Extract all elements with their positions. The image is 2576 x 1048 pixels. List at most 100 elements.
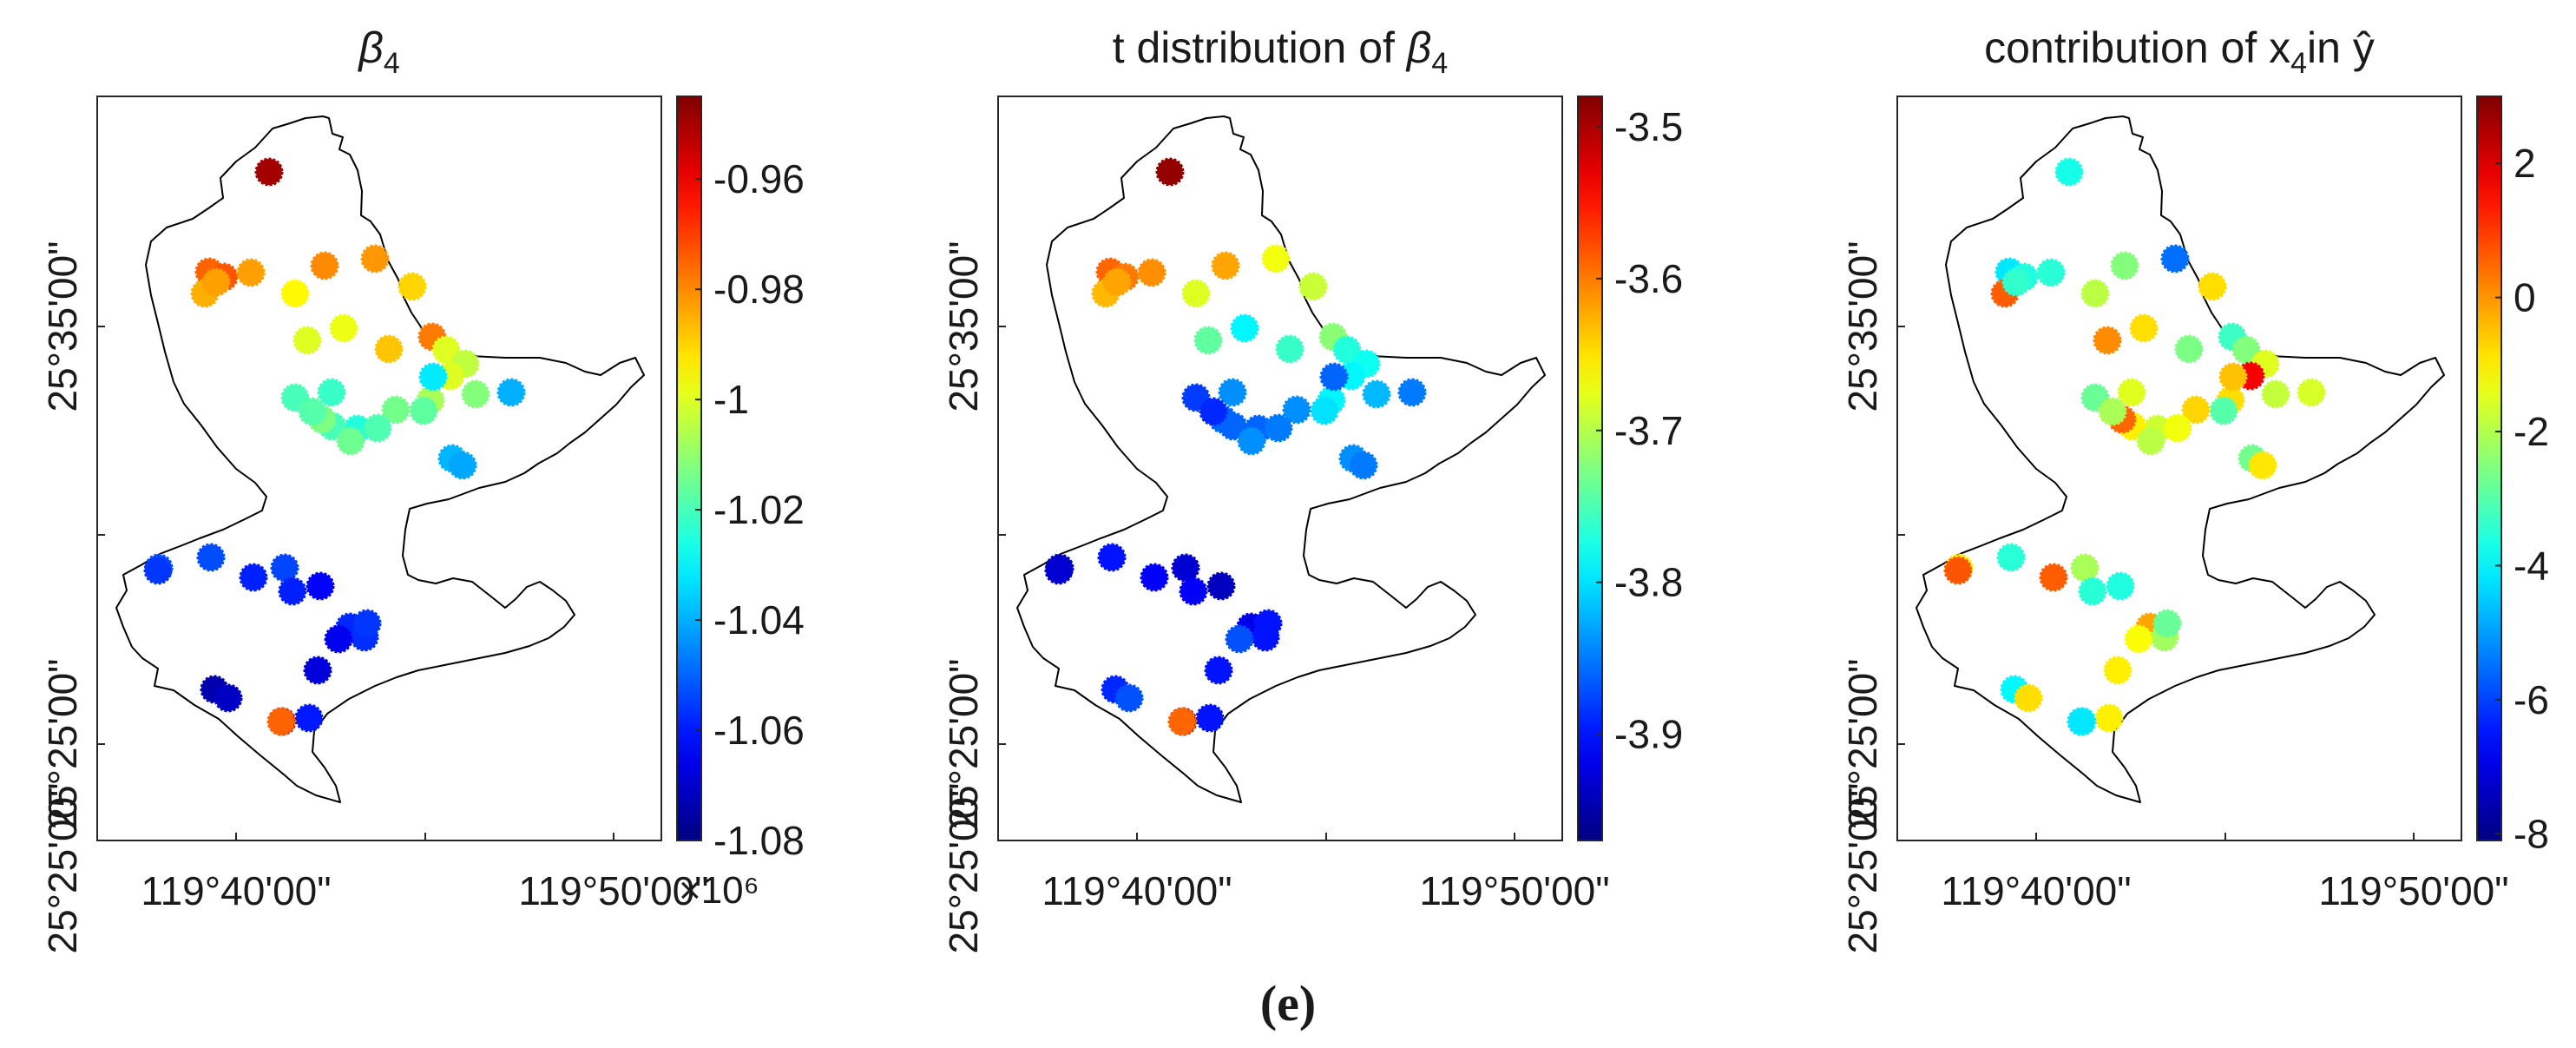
station-point bbox=[306, 571, 335, 601]
station-point bbox=[236, 258, 266, 287]
station-point bbox=[2198, 272, 2227, 301]
station-point bbox=[2261, 379, 2290, 409]
station-point bbox=[1230, 313, 1259, 343]
station-point bbox=[143, 556, 173, 585]
station-point bbox=[448, 451, 477, 480]
station-point bbox=[2106, 571, 2135, 601]
station-point bbox=[363, 413, 392, 443]
colorbar-tick-label: -3.6 bbox=[1614, 256, 1683, 301]
station-point bbox=[1181, 279, 1211, 308]
colorbar-tick-label: 0 bbox=[2514, 275, 2536, 320]
station-point bbox=[1137, 258, 1166, 287]
station-point bbox=[2174, 334, 2204, 364]
station-point bbox=[303, 656, 332, 685]
station-point bbox=[1310, 396, 1339, 425]
station-point bbox=[2054, 157, 2084, 187]
station-point bbox=[2080, 279, 2110, 308]
colorbar-tick-label: -3.7 bbox=[1614, 408, 1683, 453]
map-panel-2: t distribution of β4 119°40'00" 119°50'00"… bbox=[941, 23, 1683, 954]
station-point bbox=[2078, 577, 2107, 606]
station-point bbox=[1179, 577, 1208, 606]
station-point bbox=[1362, 379, 1391, 409]
station-point bbox=[1225, 624, 1254, 654]
station-point bbox=[1155, 157, 1185, 187]
station-point bbox=[2218, 362, 2248, 392]
station-point bbox=[2152, 609, 2182, 638]
station-point bbox=[2124, 624, 2153, 654]
y-tick-label: 25°25'00" bbox=[941, 658, 986, 829]
station-point bbox=[2117, 378, 2146, 407]
station-point bbox=[496, 378, 526, 407]
x-tick-label: 119°50'00" bbox=[1419, 868, 1609, 913]
station-point bbox=[1261, 244, 1291, 274]
station-point bbox=[317, 378, 346, 407]
colorbar-tick-label: -3.9 bbox=[1614, 712, 1683, 757]
station-point bbox=[294, 703, 324, 733]
colorbar bbox=[676, 96, 702, 841]
station-point bbox=[2036, 258, 2066, 287]
station-point bbox=[254, 157, 284, 187]
station-point bbox=[292, 326, 322, 355]
station-point bbox=[360, 244, 390, 274]
colorbar-tick-label: -1.08 bbox=[713, 818, 805, 863]
station-points bbox=[143, 157, 526, 736]
y-tick-label: 25°25'00" bbox=[1840, 782, 1885, 953]
colorbar-tick-label: -1.04 bbox=[713, 597, 805, 643]
colorbar bbox=[1577, 96, 1603, 841]
station-point bbox=[298, 397, 327, 426]
station-point bbox=[2248, 451, 2277, 480]
station-point bbox=[431, 335, 461, 365]
station-point bbox=[2129, 313, 2159, 343]
colorbar-tick-label: 2 bbox=[2514, 141, 2536, 186]
x-tick-label: 119°50'00" bbox=[2318, 868, 2508, 913]
station-point bbox=[409, 396, 438, 425]
y-tick-label: 25°25'00" bbox=[40, 782, 85, 953]
y-tick-label: 25°25'00" bbox=[40, 658, 85, 829]
station-point bbox=[2093, 326, 2122, 355]
station-point bbox=[280, 279, 310, 308]
station-point bbox=[2014, 683, 2043, 713]
y-tick-label: 25°35'00" bbox=[941, 241, 986, 412]
station-point bbox=[1044, 556, 1074, 585]
y-tick-label: 25°35'00" bbox=[1840, 241, 1885, 412]
station-point bbox=[1218, 378, 1247, 407]
station-point bbox=[418, 362, 448, 392]
panel-title: contribution of x4in ŷ bbox=[1984, 23, 2375, 80]
station-point bbox=[1397, 378, 1427, 407]
colorbar bbox=[2476, 96, 2502, 841]
colorbar-tick-label: -0.96 bbox=[713, 156, 805, 201]
station-point bbox=[2160, 244, 2190, 274]
station-point bbox=[310, 251, 339, 280]
colorbar-tick-label: -1 bbox=[713, 377, 749, 422]
station-point bbox=[1171, 553, 1200, 583]
colorbar-tick-label: -4 bbox=[2514, 543, 2549, 588]
station-point bbox=[381, 395, 411, 425]
station-point bbox=[201, 267, 231, 297]
station-point bbox=[2163, 413, 2192, 443]
station-point bbox=[1253, 609, 1283, 638]
station-point bbox=[239, 563, 268, 592]
station-point bbox=[1211, 251, 1240, 280]
station-point bbox=[270, 553, 299, 583]
panel-title: β4 bbox=[357, 23, 400, 80]
station-point bbox=[2098, 397, 2127, 426]
y-tick-label: 25°35'00" bbox=[40, 241, 85, 412]
station-point bbox=[1199, 397, 1228, 426]
colorbar-exponent: ×10⁶ bbox=[679, 869, 759, 912]
colorbar-tick-label: -0.98 bbox=[713, 267, 805, 312]
station-point bbox=[2181, 395, 2211, 425]
station-point bbox=[1996, 543, 2026, 572]
island-outline bbox=[115, 115, 645, 803]
station-point bbox=[1167, 707, 1197, 736]
station-points bbox=[1044, 157, 1427, 736]
station-point bbox=[1264, 413, 1293, 443]
station-point bbox=[2001, 267, 2031, 297]
station-point bbox=[1332, 335, 1362, 365]
station-point bbox=[336, 426, 365, 456]
station-point bbox=[1102, 267, 1132, 297]
station-points bbox=[1943, 157, 2326, 736]
station-point bbox=[352, 609, 382, 638]
colorbar-tick-label: -1.02 bbox=[713, 487, 805, 532]
station-point bbox=[1282, 395, 1311, 425]
